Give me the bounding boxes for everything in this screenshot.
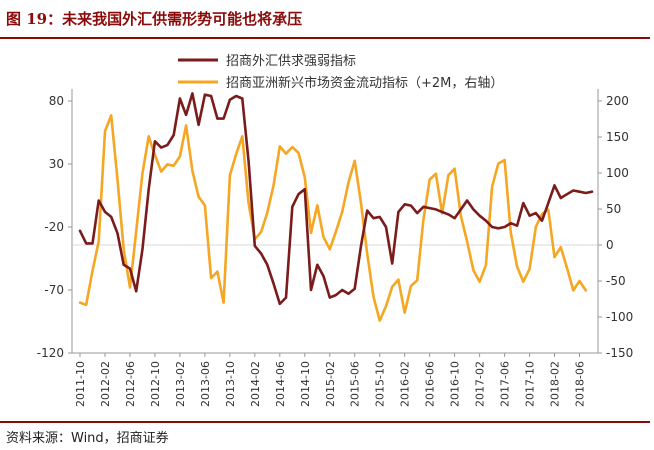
x-tick-label: 2014-02 [249, 361, 262, 407]
right-tick-label: 50 [606, 202, 621, 216]
x-tick-label: 2014-06 [274, 361, 287, 407]
x-tick-label: 2012-02 [99, 361, 112, 407]
x-tick-label: 2012-10 [149, 361, 162, 407]
axes: 80 30 -20 -70 -120 200 150 100 50 0 -50 -100 -150 201… [37, 89, 633, 407]
x-tick-label: 2015-06 [349, 361, 362, 407]
x-tick-label: 2012-06 [124, 361, 137, 407]
left-tick-label: 80 [49, 94, 64, 108]
left-tick-label: -70 [44, 283, 64, 297]
x-tick-label: 2018-02 [549, 361, 562, 407]
right-tick-label: -150 [606, 346, 633, 360]
right-tick-label: 100 [606, 166, 629, 180]
x-tick-label: 2017-10 [524, 361, 537, 407]
x-tick-label: 2018-06 [574, 361, 587, 407]
x-tick-label: 2016-06 [424, 361, 437, 407]
x-tick-label: 2011-10 [74, 361, 87, 407]
left-tick-label: -120 [37, 346, 64, 360]
x-tick-label: 2016-02 [399, 361, 412, 407]
x-tick-label: 2014-10 [299, 361, 312, 407]
legend-label-asia-em-flows: 招商亚洲新兴市场资金流动指标（+2M，右轴） [226, 75, 503, 91]
source-rule [0, 421, 650, 423]
x-tick-label: 2015-02 [324, 361, 337, 407]
x-tick-label: 2017-02 [474, 361, 487, 407]
x-tick-label: 2015-10 [374, 361, 387, 407]
right-tick-label: -50 [606, 274, 626, 288]
x-tick-label: 2017-06 [499, 361, 512, 407]
right-tick-label: 150 [606, 130, 629, 144]
legend-label-fx-supply-demand: 招商外汇供求强弱指标 [226, 54, 356, 69]
figure-source: 资料来源：Wind，招商证券 [6, 431, 169, 446]
x-tick-label: 2013-06 [199, 361, 212, 407]
left-tick-label: -20 [44, 220, 64, 234]
x-tick-label: 2013-10 [224, 361, 237, 407]
x-tick-label: 2013-02 [174, 361, 187, 407]
figure-title: 图 19：未来我国外汇供需形势可能也将承压 [6, 10, 303, 28]
series-line-asia-em-flows [78, 114, 588, 322]
right-tick-label: 200 [606, 94, 629, 108]
series-layer [78, 92, 594, 322]
series-line-fx-supply-demand [78, 92, 594, 306]
title-rule [0, 37, 650, 39]
x-tick-label: 2016-10 [449, 361, 462, 407]
right-tick-label: -100 [606, 310, 633, 324]
left-tick-label: 30 [49, 157, 64, 171]
right-tick-label: 0 [606, 238, 614, 252]
